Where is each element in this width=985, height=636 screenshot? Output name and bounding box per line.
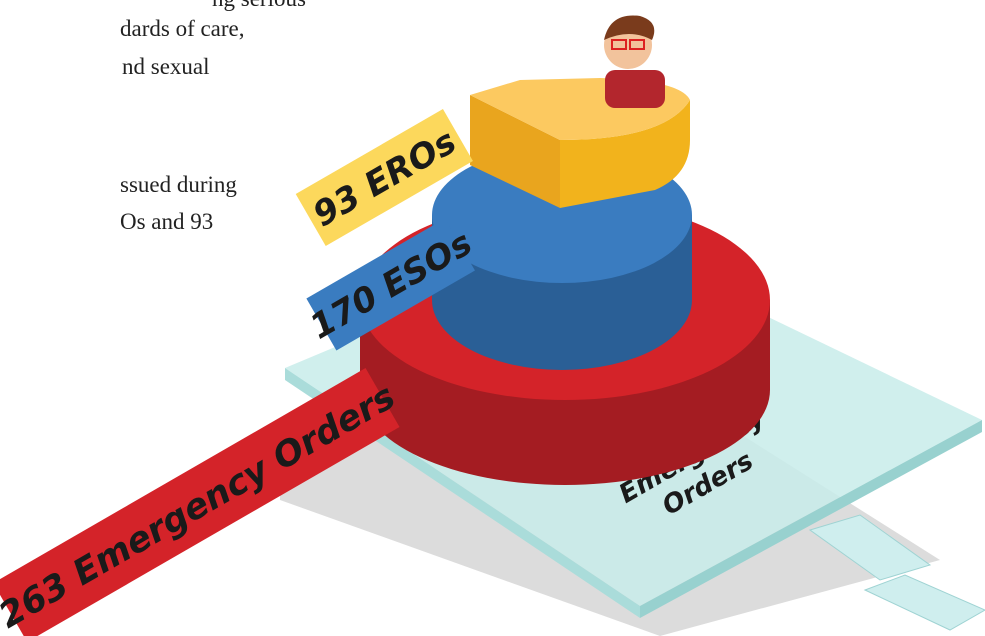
paragraph-line: Os and 93 <box>120 209 213 234</box>
character <box>604 15 665 108</box>
paragraph: ng serious dards of care, nd sexual ssue… <box>120 0 306 234</box>
paragraph-line: ssued during <box>120 172 237 197</box>
paragraph-line: nd sexual <box>122 54 210 79</box>
paragraph-line: dards of care, <box>120 16 245 41</box>
glass-chip <box>863 574 985 631</box>
yellow-sector-side <box>470 95 560 208</box>
glass-chip <box>808 514 932 581</box>
glass-edge <box>640 420 982 618</box>
paragraph-line: ng serious <box>212 0 306 11</box>
yellow-sector-side <box>560 100 690 208</box>
